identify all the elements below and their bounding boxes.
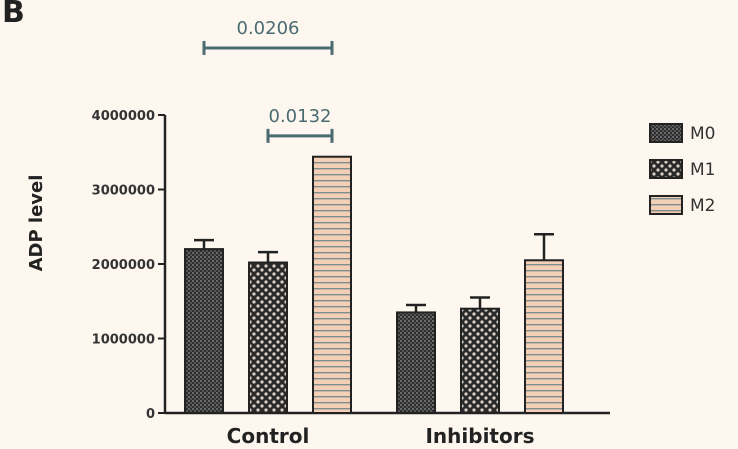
x-tick-label: Control	[227, 424, 310, 448]
x-axis: Control Inhibitors	[165, 411, 610, 448]
legend-label-m0: M0	[690, 124, 715, 144]
significance-label: 0.0206	[237, 18, 300, 39]
y-axis: 0 1000000 2000000 3000000 4000000	[92, 109, 167, 422]
y-axis-label: ADP level	[26, 175, 47, 272]
y-tick-label: 0	[146, 407, 155, 422]
bar-m2-inhibitors	[524, 259, 564, 414]
y-tick-label: 2000000	[92, 258, 155, 273]
panel-letter: B	[2, 0, 25, 30]
bar-m0-inhibitors	[396, 311, 436, 414]
legend-swatch-m0	[649, 123, 683, 143]
significance-label: 0.0132	[269, 106, 332, 127]
legend-swatch-m1	[649, 159, 683, 179]
y-tick-label: 3000000	[92, 184, 155, 199]
bars-group	[184, 155, 564, 415]
legend-swatch-m2	[649, 195, 683, 215]
bar-m1-inhibitors	[460, 307, 500, 415]
bar-m2-control	[312, 155, 352, 414]
y-tick-label: 4000000	[92, 109, 155, 124]
legend-label-m1: M1	[690, 160, 715, 180]
y-tick-label: 1000000	[92, 333, 155, 348]
bar-m1-control	[248, 261, 288, 415]
legend-label-m2: M2	[690, 196, 715, 216]
legend: M0 M1 M2	[649, 123, 715, 216]
error-bars-group	[194, 232, 554, 313]
x-tick-label: Inhibitors	[425, 424, 534, 448]
bar-m0-control	[184, 248, 224, 414]
significance-group: 0.0206 0.0132	[202, 18, 334, 143]
